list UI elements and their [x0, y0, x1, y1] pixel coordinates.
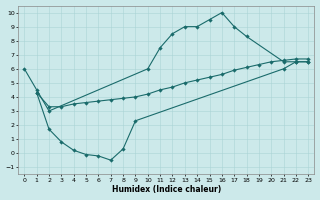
X-axis label: Humidex (Indice chaleur): Humidex (Indice chaleur): [112, 185, 221, 194]
